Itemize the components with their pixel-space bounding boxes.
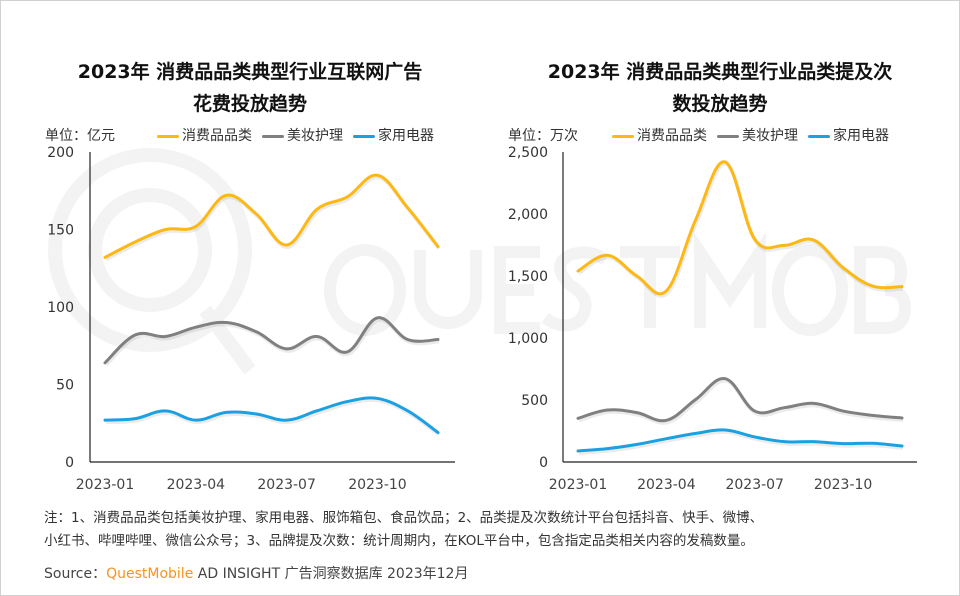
right-legend: 消费品品类 美妆护理 家用电器 bbox=[612, 127, 889, 145]
source-brand: QuestMobile bbox=[106, 566, 194, 582]
series-line-美妆护理 bbox=[103, 316, 440, 365]
x-tick-label: 2023-07 bbox=[725, 477, 784, 493]
series-shadow bbox=[105, 397, 441, 437]
right-unit-label: 单位：万次 bbox=[508, 128, 578, 144]
y-tick-label: 100 bbox=[47, 300, 74, 316]
y-tick-label: 1,500 bbox=[508, 269, 548, 285]
source-text: AD INSIGHT 广告洞察数据库 2023年12月 bbox=[197, 566, 469, 582]
legend-swatch bbox=[808, 134, 830, 138]
legend-item: 消费品品类 bbox=[157, 127, 252, 145]
watermark-inner-circle bbox=[88, 188, 212, 312]
legend-label: 美妆护理 bbox=[742, 128, 798, 144]
wm-letter bbox=[494, 246, 540, 334]
wm-letter bbox=[772, 244, 848, 336]
y-tick-label: 150 bbox=[47, 223, 74, 239]
series-line-消费品品类 bbox=[103, 173, 440, 259]
x-tick-label: 2023-04 bbox=[637, 477, 696, 493]
watermark-mark bbox=[48, 148, 256, 375]
x-tick-label: 2023-10 bbox=[348, 477, 407, 493]
series-line-家用电器 bbox=[103, 396, 440, 435]
x-tick-label: 2023-10 bbox=[814, 477, 873, 493]
y-tick-label: 0 bbox=[539, 455, 548, 471]
series-line-美妆护理 bbox=[576, 377, 904, 423]
watermark-circle bbox=[48, 148, 252, 352]
legend-swatch bbox=[157, 134, 179, 138]
legend-item: 家用电器 bbox=[353, 127, 434, 145]
y-tick-label: 0 bbox=[65, 455, 74, 471]
legend-item: 消费品品类 bbox=[612, 127, 707, 145]
legend-label: 家用电器 bbox=[378, 128, 434, 144]
series-shadow bbox=[578, 378, 904, 425]
x-tick-label: 2023-04 bbox=[167, 477, 226, 493]
wm-letter bbox=[541, 246, 609, 332]
x-tick-label: 2023-01 bbox=[549, 477, 608, 493]
series-line-家用电器 bbox=[576, 428, 904, 453]
wm-letter bbox=[414, 250, 482, 329]
right-title-line2: 数投放趋势 bbox=[672, 93, 768, 115]
legend-label: 家用电器 bbox=[833, 128, 889, 144]
y-tick-label: 1,000 bbox=[508, 331, 548, 347]
series-line-消费品品类 bbox=[576, 160, 904, 296]
legend-label: 美妆护理 bbox=[287, 128, 343, 144]
legend-swatch bbox=[262, 134, 284, 138]
watermark-letters bbox=[324, 232, 912, 336]
left-title-line1: 2023年 消费品品类典型行业互联网广告 bbox=[77, 61, 423, 83]
series-shadow bbox=[105, 175, 441, 262]
left-legend: 消费品品类 美妆护理 家用电器 bbox=[157, 127, 434, 145]
legend-swatch bbox=[717, 134, 739, 138]
source-label: Source： bbox=[44, 566, 107, 582]
legend-label: 消费品品类 bbox=[182, 128, 252, 144]
left-title-line2: 花费投放趋势 bbox=[192, 93, 307, 115]
left-unit-label: 单位：亿元 bbox=[45, 128, 115, 144]
legend-item: 美妆护理 bbox=[262, 127, 343, 145]
legend-item: 家用电器 bbox=[808, 127, 889, 145]
y-tick-label: 500 bbox=[521, 393, 548, 409]
y-tick-label: 50 bbox=[56, 378, 74, 394]
right-title-line1: 2023年 消费品品类典型行业品类提及次 bbox=[547, 61, 893, 83]
x-tick-label: 2023-07 bbox=[257, 477, 316, 493]
watermark-handle bbox=[199, 305, 256, 375]
left-chart-title: 2023年 消费品品类典型行业互联网广告 花费投放趋势 bbox=[40, 56, 460, 120]
note-line-1: 注：1、消费品品类包括美妆护理、家用电器、服饰箱包、食品饮品；2、品类提及次数统… bbox=[44, 510, 764, 526]
y-tick-label: 2,500 bbox=[508, 145, 548, 161]
wm-letter bbox=[694, 232, 766, 328]
x-tick-label: 2023-01 bbox=[76, 477, 135, 493]
legend-label: 消费品品类 bbox=[637, 128, 707, 144]
legend-item: 美妆护理 bbox=[717, 127, 798, 145]
right-chart-title: 2023年 消费品品类典型行业品类提及次 数投放趋势 bbox=[500, 56, 940, 120]
y-tick-label: 2,000 bbox=[508, 207, 548, 223]
note-line-2: 小红书、哔哩哔哩、微信公众号；3、品牌提及次数：统计周期内，在KOL平台中，包含… bbox=[44, 533, 754, 549]
wm-letter bbox=[854, 246, 912, 334]
legend-swatch bbox=[612, 134, 634, 138]
source-line: Source：QuestMobile AD INSIGHT 广告洞察数据库 20… bbox=[44, 564, 468, 584]
y-tick-label: 200 bbox=[47, 145, 74, 161]
legend-swatch bbox=[353, 134, 375, 138]
series-shadow bbox=[578, 429, 904, 455]
